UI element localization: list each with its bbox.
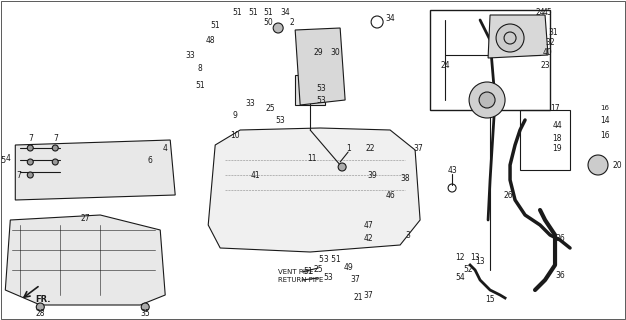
Text: 14: 14 [600, 116, 610, 124]
Text: 25: 25 [314, 266, 323, 275]
Text: 26: 26 [503, 190, 513, 199]
Text: 9: 9 [233, 110, 238, 119]
Text: 29: 29 [314, 47, 323, 57]
Text: 10: 10 [230, 131, 240, 140]
Text: 34: 34 [280, 7, 290, 17]
Text: 43: 43 [447, 165, 457, 174]
Text: 5: 5 [1, 156, 6, 164]
Text: 51: 51 [210, 20, 220, 29]
Text: 23: 23 [540, 60, 550, 69]
Text: 21: 21 [354, 293, 363, 302]
Text: 30: 30 [331, 47, 340, 57]
Text: 28: 28 [36, 308, 45, 317]
Circle shape [28, 172, 33, 178]
Text: 51: 51 [232, 7, 242, 17]
Text: 7: 7 [16, 171, 21, 180]
Circle shape [36, 303, 44, 311]
Text: 47: 47 [363, 220, 373, 229]
Text: 8: 8 [198, 63, 203, 73]
Bar [430, 10, 550, 110]
Text: 24: 24 [535, 7, 545, 17]
Circle shape [53, 145, 58, 151]
Polygon shape [5, 215, 165, 305]
Text: 37: 37 [351, 276, 360, 284]
Text: 34: 34 [385, 13, 395, 22]
Text: 13: 13 [470, 253, 480, 262]
Polygon shape [15, 140, 175, 200]
Text: 12: 12 [455, 253, 465, 262]
Text: 40: 40 [542, 47, 552, 57]
Text: 41: 41 [250, 171, 260, 180]
Text: 15: 15 [485, 295, 495, 305]
Text: 2: 2 [290, 18, 295, 27]
Text: RETURN PIPE: RETURN PIPE [278, 277, 324, 283]
Text: 7: 7 [28, 133, 33, 142]
Text: 52: 52 [463, 266, 473, 275]
Circle shape [28, 145, 33, 151]
Text: 17: 17 [550, 103, 560, 113]
Text: 37: 37 [413, 143, 423, 153]
Text: 1: 1 [346, 143, 351, 153]
Text: 48: 48 [205, 36, 215, 44]
Text: 53: 53 [323, 274, 333, 283]
Text: 4: 4 [6, 154, 11, 163]
Polygon shape [208, 128, 420, 252]
Text: 37: 37 [363, 291, 373, 300]
Text: 18: 18 [552, 133, 562, 142]
Text: 36: 36 [555, 234, 565, 243]
Text: 35: 35 [140, 308, 150, 317]
Circle shape [28, 159, 33, 165]
Text: 53 51: 53 51 [319, 255, 341, 265]
Text: 19: 19 [552, 143, 562, 153]
Text: 16: 16 [600, 105, 610, 111]
Text: 20: 20 [612, 161, 622, 170]
Polygon shape [295, 28, 345, 105]
Text: 54: 54 [455, 274, 465, 283]
Text: 38: 38 [400, 173, 410, 182]
Text: 39: 39 [367, 171, 377, 180]
Circle shape [273, 23, 283, 33]
Text: 32: 32 [545, 37, 555, 46]
Bar [295, 75, 325, 105]
Circle shape [141, 303, 149, 311]
Text: 33: 33 [245, 99, 255, 108]
Text: 45: 45 [542, 7, 552, 17]
Circle shape [588, 155, 608, 175]
Text: 24: 24 [440, 60, 450, 69]
Text: 53: 53 [316, 95, 326, 105]
Text: 44: 44 [552, 121, 562, 130]
Text: 51: 51 [195, 81, 205, 90]
Text: 6: 6 [148, 156, 153, 164]
Text: 50: 50 [264, 18, 273, 27]
Text: 42: 42 [363, 234, 373, 243]
Text: 51: 51 [249, 7, 258, 17]
Bar [520, 110, 570, 170]
Text: 3: 3 [406, 230, 411, 239]
Circle shape [53, 159, 58, 165]
Text: 33: 33 [185, 51, 195, 60]
Text: 11: 11 [307, 154, 317, 163]
Text: 49: 49 [343, 263, 353, 273]
Text: 53: 53 [316, 84, 326, 92]
Circle shape [479, 92, 495, 108]
Text: 53: 53 [275, 116, 285, 124]
Circle shape [469, 82, 505, 118]
Text: 16: 16 [600, 131, 610, 140]
Text: FR.: FR. [35, 295, 51, 304]
Text: 13: 13 [475, 258, 485, 267]
Text: 25: 25 [265, 103, 275, 113]
Text: 46: 46 [385, 190, 395, 199]
Text: 51: 51 [304, 268, 313, 276]
Text: 51: 51 [264, 7, 273, 17]
Text: 27: 27 [81, 213, 90, 222]
Text: 36: 36 [555, 270, 565, 279]
Text: 4: 4 [163, 143, 168, 153]
Circle shape [338, 163, 346, 171]
Text: 7: 7 [53, 133, 58, 142]
Text: 31: 31 [548, 28, 558, 36]
Text: VENT PIPE: VENT PIPE [278, 269, 314, 275]
Circle shape [496, 24, 524, 52]
Polygon shape [488, 15, 548, 58]
Text: 22: 22 [366, 143, 375, 153]
